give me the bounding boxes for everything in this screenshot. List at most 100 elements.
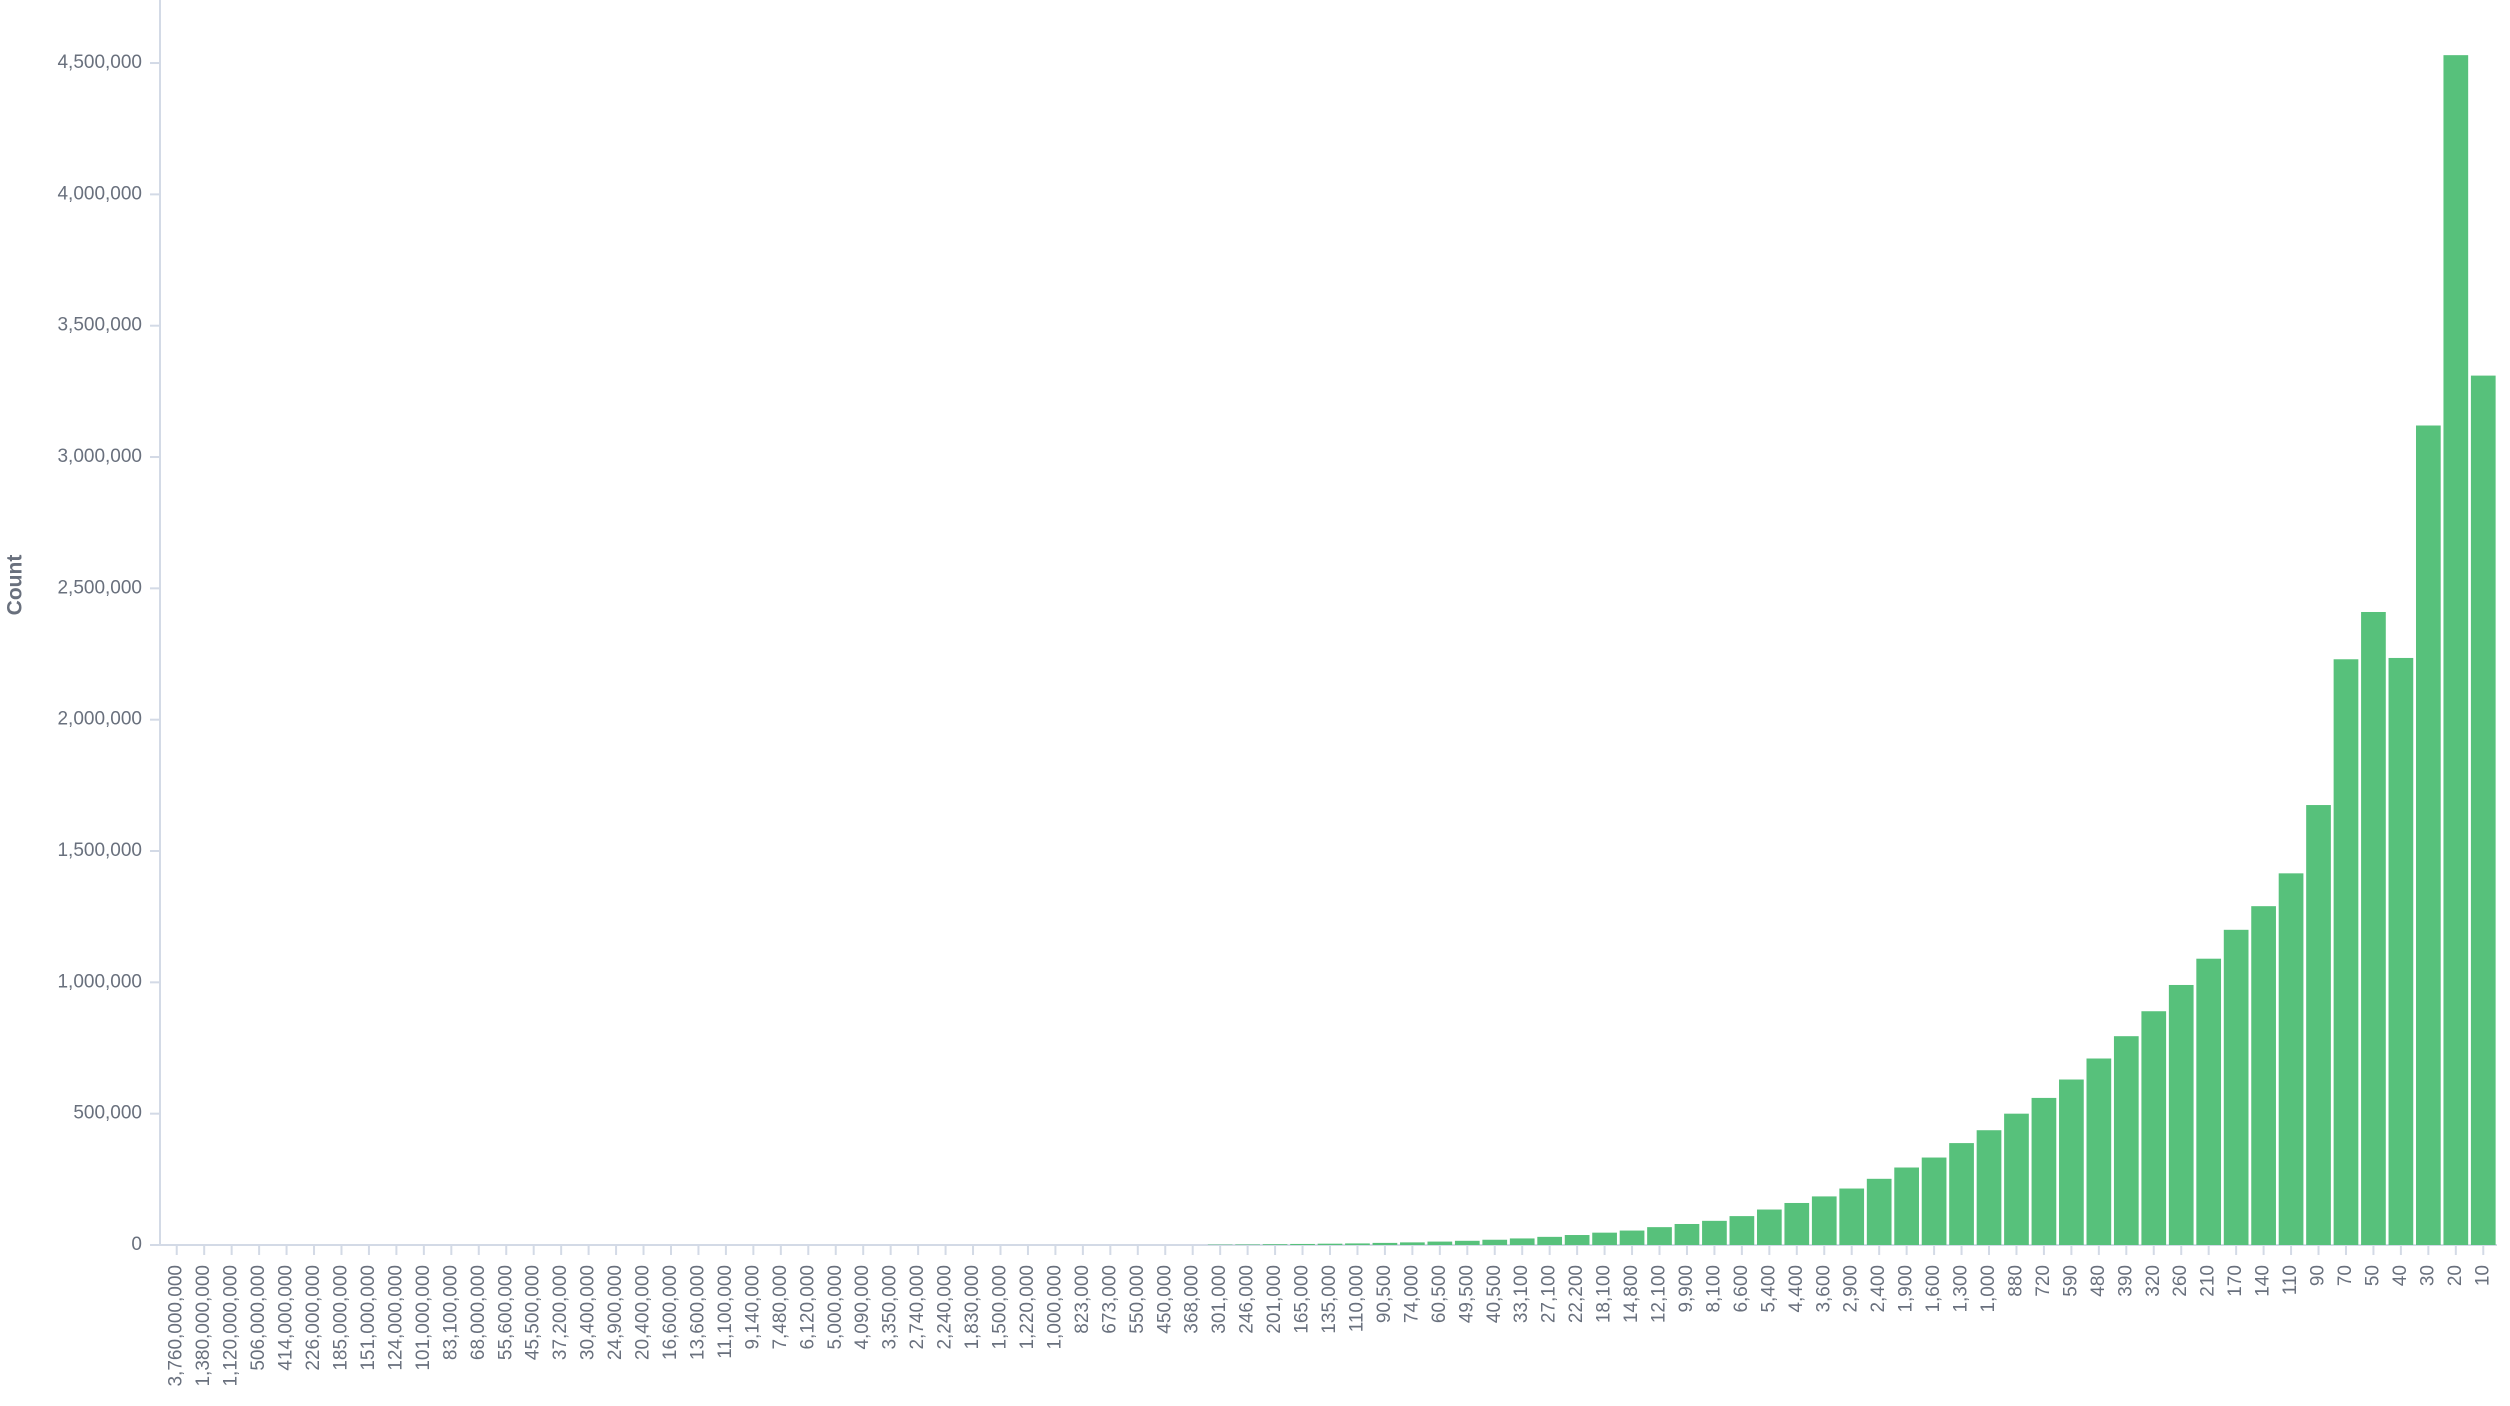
- x-tick-label: 30: [2417, 1265, 2438, 1286]
- x-tick-label: 68,000,000: [468, 1265, 489, 1360]
- x-tick-label: 823,000: [1072, 1265, 1093, 1334]
- bar: [1811, 1196, 1837, 1245]
- x-tick-label: 165,000: [1292, 1265, 1313, 1334]
- x-tick-label: 1,380,000,000: [193, 1265, 214, 1387]
- bar: [2059, 1079, 2084, 1245]
- x-tick-label: 590: [2060, 1265, 2081, 1297]
- x-tick-label: 3,350,000: [880, 1265, 901, 1350]
- x-tick-label: 5,400: [1758, 1265, 1779, 1313]
- bar: [1592, 1232, 1617, 1245]
- x-tick-label: 60,500: [1429, 1265, 1450, 1323]
- x-tick-label: 260: [2170, 1265, 2191, 1297]
- x-tick-label: 4,400: [1786, 1265, 1807, 1313]
- x-tick-label: 210: [2198, 1265, 2219, 1297]
- y-tick-label: 3,500,000: [57, 315, 142, 336]
- x-tick-label: 2,740,000: [907, 1265, 928, 1350]
- x-tick-label: 1,600: [1923, 1265, 1944, 1313]
- x-tick-label: 90,500: [1374, 1265, 1395, 1323]
- x-tick-label: 12,100: [1649, 1265, 1670, 1323]
- x-tick-label: 185,000,000: [330, 1265, 351, 1371]
- x-tick-label: 2,900: [1841, 1265, 1862, 1313]
- bar: [1949, 1143, 1974, 1245]
- x-tick-label: 49,500: [1456, 1265, 1477, 1323]
- x-tick-label: 6,120,000: [797, 1265, 818, 1350]
- bar: [1509, 1238, 1535, 1245]
- x-tick-label: 18,100: [1594, 1265, 1615, 1323]
- x-tick-label: 9,900: [1676, 1265, 1697, 1313]
- x-tick-label: 33,100: [1511, 1265, 1532, 1323]
- bar: [1784, 1202, 1810, 1245]
- x-tick-label: 414,000,000: [276, 1265, 297, 1371]
- bar: [2196, 958, 2222, 1245]
- bar: [1262, 1244, 1288, 1245]
- x-tick-label: 20,400,000: [633, 1265, 654, 1360]
- bar: [1482, 1239, 1508, 1245]
- x-tick-label: 74,000: [1401, 1265, 1422, 1323]
- bar: [2086, 1058, 2112, 1245]
- x-tick-label: 1,220,000: [1017, 1265, 1038, 1350]
- x-tick-label: 40,500: [1484, 1265, 1505, 1323]
- bar: [2004, 1113, 2029, 1245]
- x-tick-label: 550,000: [1127, 1265, 1148, 1334]
- x-tick-label: 8,100: [1703, 1265, 1724, 1313]
- y-tick-label: 3,000,000: [57, 446, 142, 467]
- y-tick-label: 4,500,000: [57, 52, 142, 73]
- y-tick-label: 0: [131, 1234, 142, 1255]
- bar: [2470, 375, 2496, 1245]
- bar: [1729, 1216, 1755, 1245]
- bar: [1976, 1130, 2002, 1245]
- x-tick-label: 1,120,000,000: [221, 1265, 242, 1387]
- bar: [2168, 984, 2194, 1245]
- bar: [1702, 1220, 1727, 1245]
- bar: [2388, 657, 2414, 1245]
- x-tick-label: 1,000: [1978, 1265, 1999, 1313]
- x-tick-label: 27,100: [1539, 1265, 1560, 1323]
- x-tick-label: 140: [2253, 1265, 2274, 1297]
- x-tick-label: 2,240,000: [935, 1265, 956, 1350]
- x-tick-label: 480: [2088, 1265, 2109, 1297]
- y-tick-label: 1,500,000: [57, 840, 142, 861]
- bar: [2361, 611, 2386, 1245]
- x-tick-label: 90: [2308, 1265, 2329, 1286]
- bar: [1921, 1157, 1947, 1245]
- x-tick-label: 135,000: [1319, 1265, 1340, 1334]
- x-tick-label: 2,400: [1868, 1265, 1889, 1313]
- x-tick-label: 390: [2115, 1265, 2136, 1297]
- bar: [1647, 1227, 1672, 1245]
- x-tick-label: 201,000: [1264, 1265, 1285, 1334]
- x-tick-label: 10: [2472, 1265, 2493, 1286]
- bar: [2223, 929, 2249, 1245]
- x-tick-label: 3,760,000,000: [166, 1265, 187, 1387]
- bar: [1345, 1243, 1370, 1245]
- x-tick-label: 124,000,000: [385, 1265, 406, 1371]
- x-tick-label: 101,000,000: [413, 1265, 434, 1371]
- y-tick-label: 2,500,000: [57, 577, 142, 598]
- x-tick-label: 3,600: [1813, 1265, 1834, 1313]
- bar: [2443, 55, 2469, 1246]
- x-tick-label: 110: [2280, 1265, 2301, 1295]
- x-tick-label: 673,000: [1099, 1265, 1120, 1334]
- x-tick-label: 720: [2033, 1265, 2054, 1297]
- x-tick-label: 50: [2362, 1265, 2383, 1286]
- bar: [2141, 1011, 2167, 1245]
- x-tick-label: 14,800: [1621, 1265, 1642, 1323]
- x-tick-label: 1,900: [1896, 1265, 1917, 1313]
- y-tick-label: 500,000: [73, 1103, 142, 1124]
- bar: [2031, 1097, 2057, 1245]
- y-axis-label: Count: [4, 555, 27, 616]
- x-tick-label: 24,900,000: [605, 1265, 626, 1360]
- x-tick-label: 246,000: [1237, 1265, 1258, 1334]
- x-tick-label: 4,090,000: [852, 1265, 873, 1350]
- y-tick-label: 1,000,000: [57, 971, 142, 992]
- x-tick-label: 70: [2335, 1265, 2356, 1286]
- bar: [1894, 1167, 1919, 1245]
- x-tick-label: 880: [2005, 1265, 2026, 1297]
- bar: [2415, 425, 2441, 1245]
- bar: [2278, 873, 2304, 1245]
- bar: [1454, 1240, 1480, 1245]
- bar: [2306, 805, 2331, 1245]
- x-tick-label: 506,000,000: [248, 1265, 269, 1371]
- x-tick-label: 83,100,000: [440, 1265, 461, 1360]
- x-tick-label: 16,600,000: [660, 1265, 681, 1360]
- x-tick-label: 7,480,000: [770, 1265, 791, 1350]
